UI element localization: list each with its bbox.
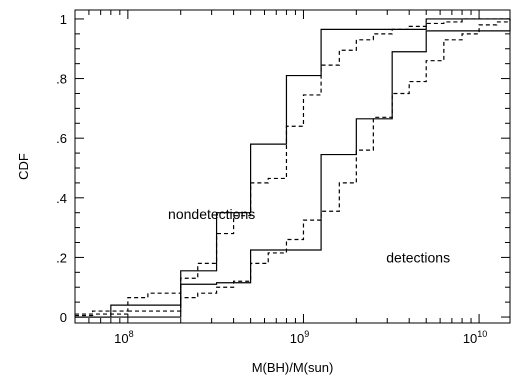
cdf-series-3-solid	[75, 18, 511, 318]
series-layer	[75, 18, 511, 318]
x-tick-label: 109	[290, 329, 309, 346]
cdf-series-2-dashed	[75, 18, 510, 317]
y-tick-label: .8	[56, 72, 67, 87]
y-tick-label: .6	[56, 131, 67, 146]
x-axis-label: M(BH)/M(sun)	[252, 360, 334, 375]
tick-labels: 0 .2 .4 .6 .8 1 108 109 1010	[56, 12, 487, 346]
plot-frame	[74, 9, 511, 324]
annotations: nondetections detections	[168, 206, 450, 265]
cdf-series-4-dashed	[75, 18, 511, 315]
y-axis-label: CDF	[16, 153, 31, 180]
annotation-label: nondetections	[168, 206, 255, 222]
x-tick-label: 1010	[463, 329, 487, 346]
cdf-series-1-solid	[75, 18, 510, 318]
x-tick-label: 108	[114, 329, 133, 346]
annotation-label: detections	[386, 249, 450, 265]
y-tick-label: 1	[60, 12, 67, 27]
y-tick-label: 0	[60, 310, 67, 325]
y-tick-label: .4	[56, 191, 67, 206]
y-tick-label: .2	[56, 250, 67, 265]
axis-ticks	[74, 10, 510, 323]
